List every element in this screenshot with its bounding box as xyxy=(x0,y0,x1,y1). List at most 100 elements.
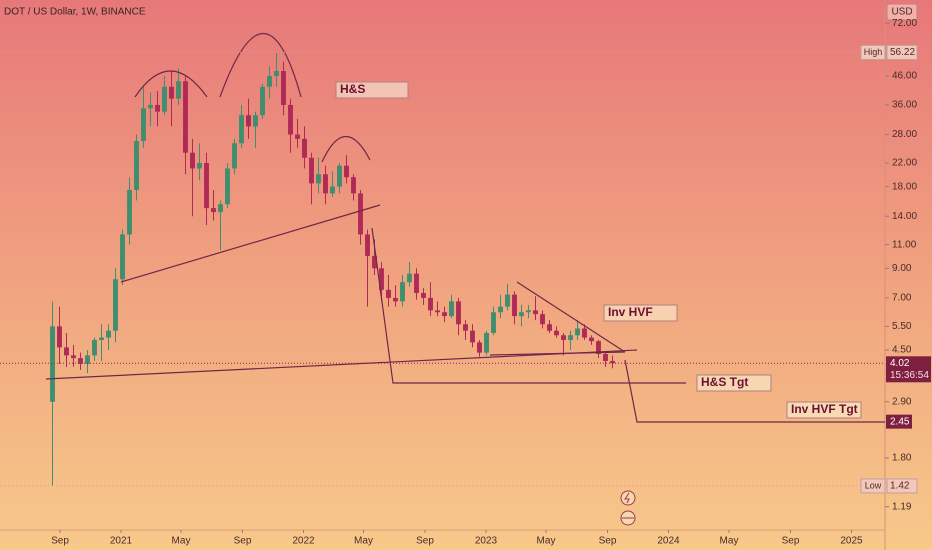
candle-body xyxy=(526,310,531,313)
annotation: Inv HVF xyxy=(608,305,653,319)
candle-body xyxy=(540,314,545,325)
y-tick-label: 11.00 xyxy=(892,239,917,250)
x-tick-label: 2024 xyxy=(657,536,680,547)
x-tick-label: 2022 xyxy=(292,536,315,547)
candle-body xyxy=(435,310,440,313)
candle-body xyxy=(344,165,349,178)
x-tick-label: Sep xyxy=(599,536,617,547)
x-tick-label: May xyxy=(537,536,556,547)
candle-body xyxy=(568,335,573,340)
y-tick-label: 14.00 xyxy=(892,211,917,222)
candle-body xyxy=(358,193,363,235)
annotation-box xyxy=(696,374,772,392)
candle-body xyxy=(211,208,216,213)
candle-body xyxy=(491,312,496,333)
chart-title: DOT / US Dollar, 1W, BINANCE xyxy=(4,7,146,18)
candle-body xyxy=(162,86,167,112)
event-icon[interactable] xyxy=(620,490,636,506)
support-line xyxy=(45,349,638,380)
candle-body xyxy=(351,177,356,194)
candle-body xyxy=(239,115,244,144)
high-value-box xyxy=(886,44,918,60)
candle-body xyxy=(484,332,489,353)
candle-body xyxy=(309,157,314,184)
candle-body xyxy=(169,86,174,99)
candle-body xyxy=(232,143,237,169)
high-value: 56.22 xyxy=(890,47,915,58)
candle-body xyxy=(225,168,230,205)
y-tick-label: 72.00 xyxy=(892,18,917,29)
candle-body xyxy=(281,71,286,105)
candle-body xyxy=(365,234,370,256)
x-tick-label: Sep xyxy=(234,536,252,547)
annotation: H&S Tgt xyxy=(701,375,748,389)
candle-body xyxy=(127,189,132,235)
x-tick-label: May xyxy=(172,536,191,547)
y-tick-label: 1.19 xyxy=(892,501,912,512)
candle-body xyxy=(148,104,153,109)
currency: USD xyxy=(891,7,912,18)
candle-body xyxy=(155,104,160,112)
y-tick-label: 5.50 xyxy=(892,321,912,332)
countdown: 15:36:54 xyxy=(890,370,929,381)
candle-body xyxy=(393,297,398,302)
candle-body xyxy=(330,186,335,194)
x-tick-label: Sep xyxy=(416,536,434,547)
candle-body xyxy=(204,162,209,209)
candle-body xyxy=(316,174,321,184)
candle-body xyxy=(246,115,251,127)
candle-body xyxy=(274,71,279,77)
annotation-box xyxy=(335,81,409,99)
candle-body xyxy=(428,297,433,311)
candle-body xyxy=(442,312,447,317)
candle-body xyxy=(71,355,76,359)
candle-body xyxy=(554,330,559,336)
candle-body xyxy=(575,328,580,336)
candle-body xyxy=(407,273,412,283)
candles xyxy=(50,52,615,486)
x-tick-label: May xyxy=(354,536,373,547)
candle-body xyxy=(260,86,265,116)
candle-body xyxy=(596,341,601,354)
candle-body xyxy=(372,255,377,269)
high-tag xyxy=(860,44,886,60)
y-tick-label: 1.80 xyxy=(892,453,912,464)
candle-body xyxy=(589,337,594,342)
last-price: 4.02 xyxy=(890,358,910,369)
candle-body xyxy=(323,174,328,194)
candle-body xyxy=(337,165,342,187)
candle-body xyxy=(456,301,461,325)
candle-body xyxy=(113,279,118,331)
candle-body xyxy=(57,326,62,348)
low-tag xyxy=(860,478,886,494)
low-value: 1.42 xyxy=(890,481,910,492)
candle-body xyxy=(218,204,223,213)
candle-body xyxy=(295,134,300,139)
x-tick-label: May xyxy=(720,536,739,547)
annotation-box xyxy=(603,304,678,322)
currency-box[interactable] xyxy=(886,3,918,21)
drawings: H&S Inv HVF H&S Tgt Inv HVF Tgt xyxy=(45,33,885,526)
left-shoulder-arc xyxy=(134,70,208,98)
neckline xyxy=(120,204,381,283)
x-tick-label: 2021 xyxy=(110,536,133,547)
candle-body xyxy=(288,104,293,135)
candle-body xyxy=(470,330,475,343)
y-tick-label: 4.50 xyxy=(892,345,912,356)
candle-body xyxy=(449,301,454,317)
y-tick-label: 36.00 xyxy=(892,100,917,111)
candle-body xyxy=(421,292,426,298)
candle-body xyxy=(400,282,405,302)
candle-body xyxy=(386,289,391,298)
candle-body xyxy=(190,152,195,169)
candle-body xyxy=(78,358,83,364)
y-tick-label: 2.90 xyxy=(892,396,912,407)
y-tick-label: 46.00 xyxy=(892,71,917,82)
candle-body xyxy=(512,294,517,317)
y-tick-label: 22.00 xyxy=(892,158,917,169)
last-price-box xyxy=(886,356,931,383)
candle-body xyxy=(197,162,202,169)
hvf-target-path xyxy=(624,359,885,423)
